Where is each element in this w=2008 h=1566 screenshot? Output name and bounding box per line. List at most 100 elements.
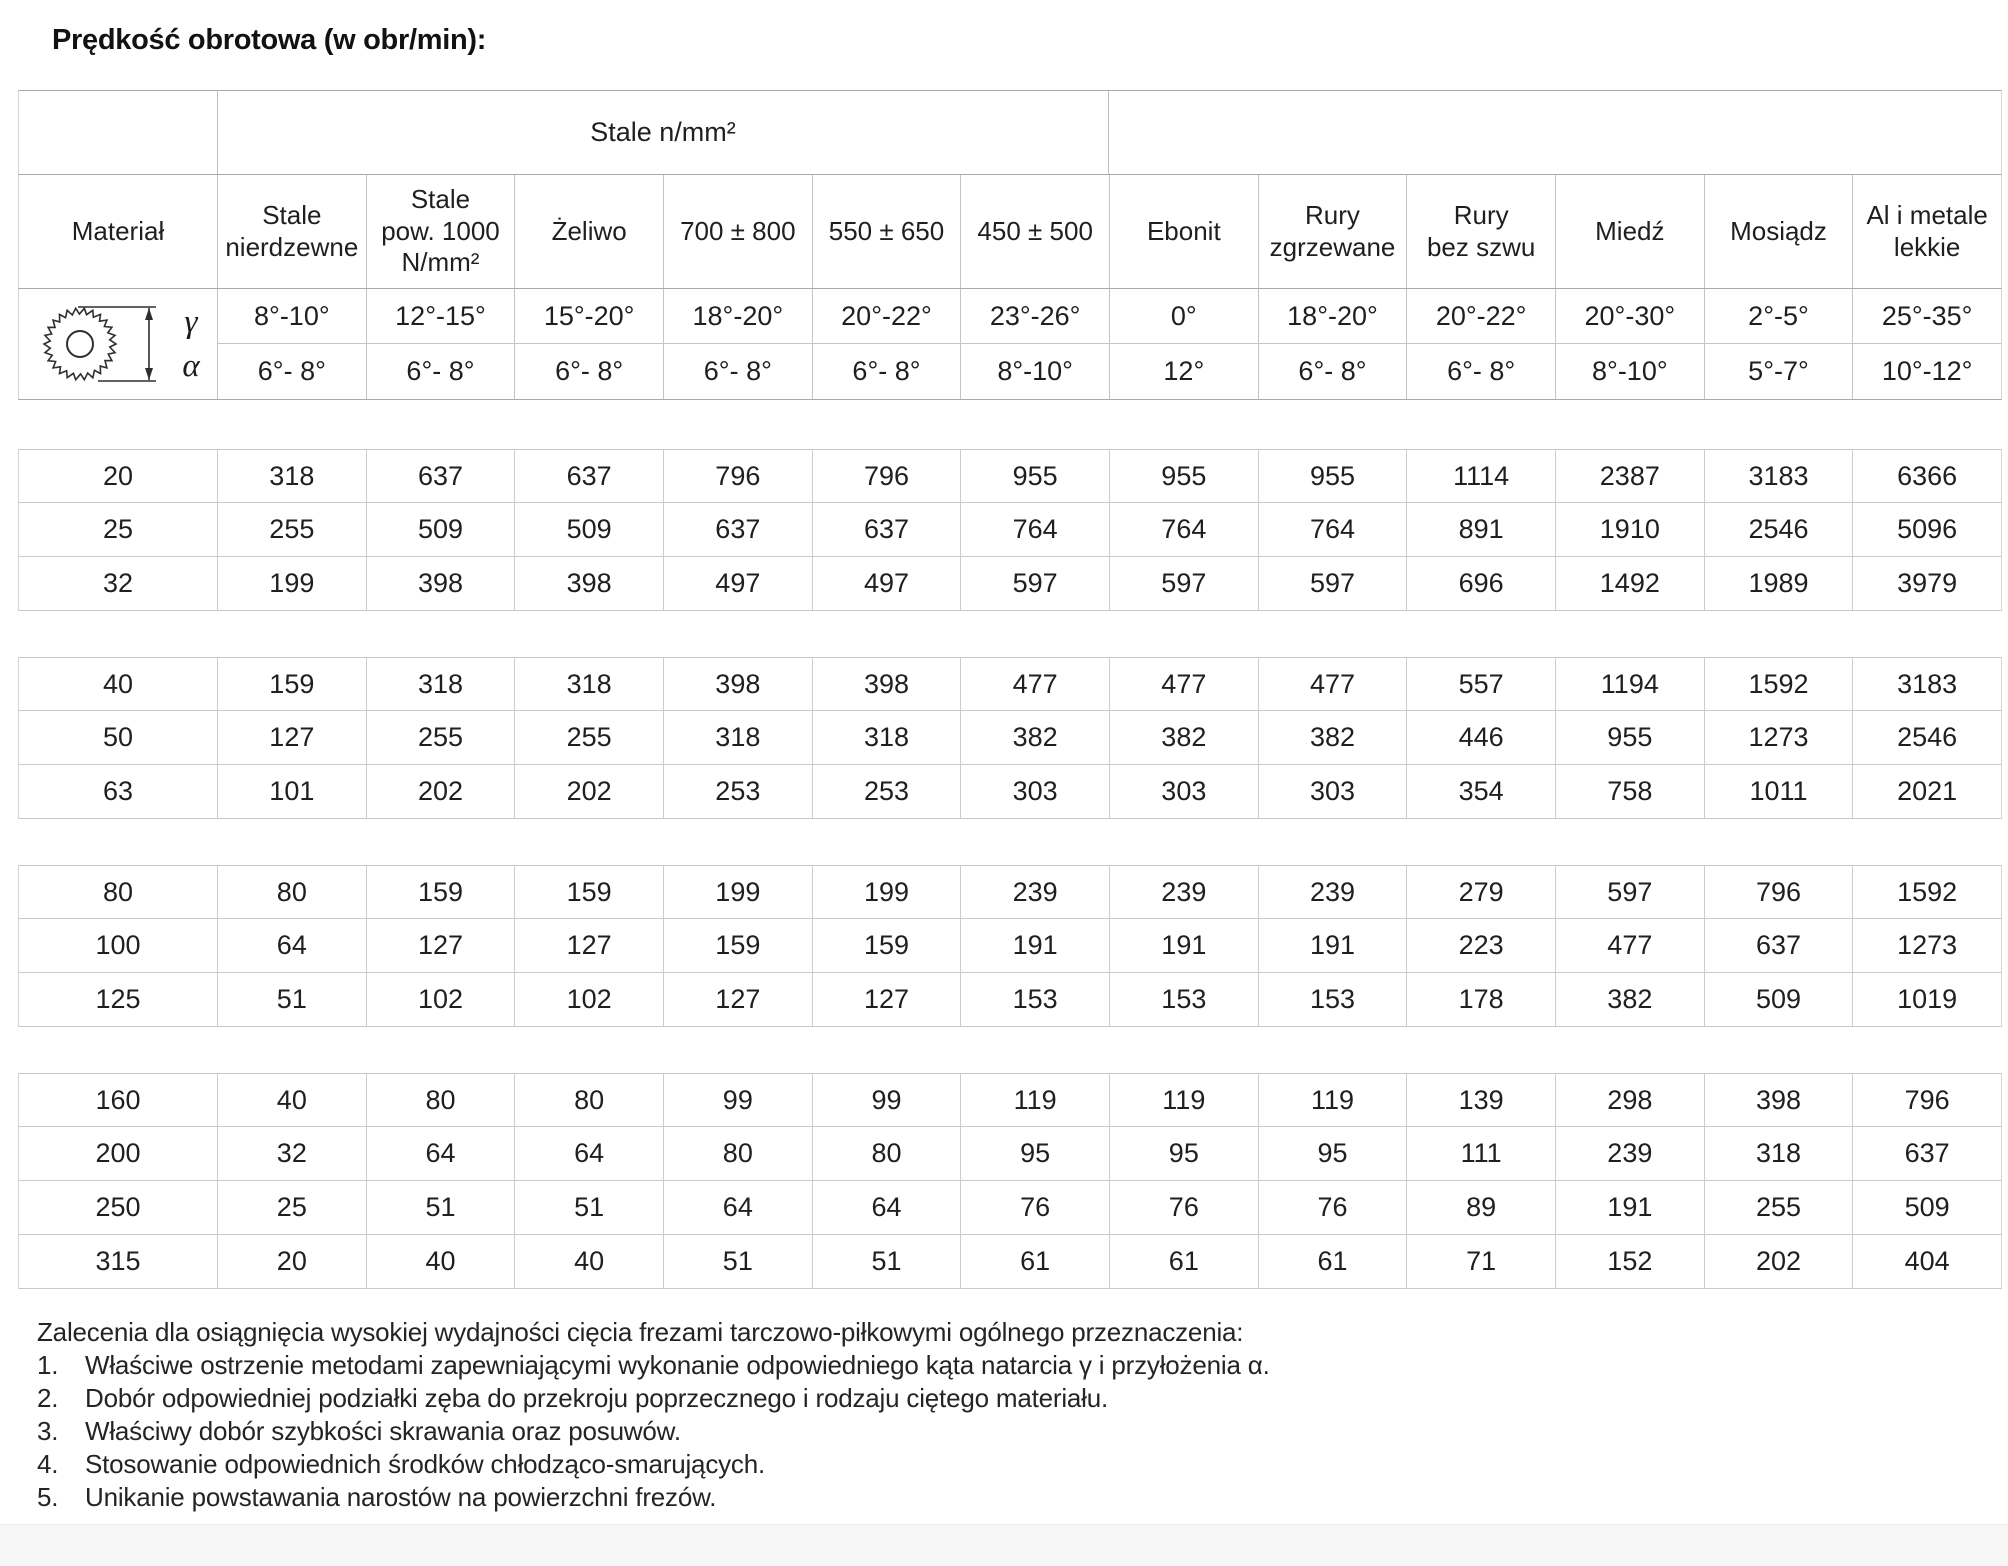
value-cell: 796: [1703, 866, 1853, 918]
data-group-3: 80 80 159 159 199 199 239 239 239 279 597 796 1592 10…: [18, 865, 2002, 1027]
alpha-symbol: α: [182, 348, 200, 384]
value-cell: 1492: [1555, 557, 1704, 610]
value-cell: 253: [811, 765, 961, 818]
value-cell: 597: [1555, 866, 1704, 918]
table-row: 40 159 318 318 398 398 477 477 477 557 1194 1592 318…: [18, 657, 2002, 711]
value-cell: 318: [663, 711, 812, 764]
value-cell: 2546: [1852, 711, 2001, 764]
row-label: 32: [102, 568, 134, 599]
value-cell: 764: [960, 503, 1109, 556]
value-cell: 5096: [1852, 503, 2001, 556]
value-cell: 239: [960, 866, 1109, 918]
value-cell: 1910: [1555, 503, 1704, 556]
item-number: 1.: [37, 1350, 59, 1380]
value-cell: 51: [217, 973, 366, 1026]
value-cell: 255: [514, 711, 663, 764]
column-header-11: Mosiądz: [1703, 175, 1853, 288]
row-label: 200: [95, 1138, 141, 1169]
value-cell: 318: [1703, 1127, 1853, 1180]
value-cell: 64: [514, 1127, 663, 1180]
row-label: 25: [102, 514, 134, 545]
value-cell: 191: [960, 919, 1109, 972]
value-cell: 382: [1109, 711, 1258, 764]
column-header-2: Stale pow. 1000 N/mm²: [365, 175, 515, 288]
value-cell: 955: [1555, 711, 1704, 764]
value-cell: 40: [217, 1074, 366, 1126]
value-cell: 253: [663, 765, 812, 818]
value-cell: 20: [217, 1235, 366, 1288]
value-cell: 303: [1109, 765, 1258, 818]
item-text: Właściwy dobór szybkości skrawania oraz …: [85, 1416, 681, 1446]
value-cell: 255: [217, 503, 366, 556]
column-header-row: Materiał Stale nierdzewne Stale pow. 1000 …: [18, 175, 2002, 289]
value-cell: 191: [1109, 919, 1258, 972]
rotation-speed-table: Stale n/mm² Materiał Stale nierdzewne Stal…: [18, 90, 2002, 1289]
recommendation-item: 1. Właściwe ostrzenie metodami zapewniają…: [37, 1349, 1270, 1382]
column-header-5: 550 ± 650: [811, 175, 961, 288]
value-cell: 127: [365, 919, 515, 972]
alpha-angle-cell: 10°-12°: [1852, 344, 2001, 399]
value-cell: 796: [663, 450, 812, 502]
data-group-2: 40 159 318 318 398 398 477 477 477 557 1194 1592 318…: [18, 657, 2002, 819]
value-cell: 764: [1109, 503, 1258, 556]
saw-blade-diameter-icon: [42, 306, 157, 382]
value-cell: 64: [217, 919, 366, 972]
column-header-10: Miedź: [1555, 175, 1704, 288]
value-cell: 159: [663, 919, 812, 972]
gamma-symbol: γ: [184, 304, 198, 340]
value-cell: 202: [1703, 1235, 1853, 1288]
value-cell: 199: [663, 866, 812, 918]
value-cell: 76: [960, 1181, 1109, 1234]
alpha-angle-cell: 6°- 8°: [1257, 344, 1407, 399]
value-cell: 51: [514, 1181, 663, 1234]
table-row: 50 127 255 255 318 318 382 382 382 446 955 1273 2546: [18, 711, 2002, 765]
value-cell: 1273: [1852, 919, 2001, 972]
value-cell: 99: [663, 1074, 812, 1126]
angle-symbols: γ α: [182, 300, 199, 388]
value-cell: 1273: [1703, 711, 1853, 764]
value-cell: 80: [663, 1127, 812, 1180]
table-row: 100 64 127 127 159 159 191 191 191 223 477 637 1273: [18, 919, 2002, 973]
span-header-empty-right: [1109, 91, 2001, 174]
value-cell: 382: [960, 711, 1109, 764]
value-cell: 80: [365, 1074, 515, 1126]
recommendation-item: 5. Unikanie powstawania narostów na powie…: [37, 1481, 1270, 1514]
value-cell: 119: [1257, 1074, 1407, 1126]
value-cell: 318: [217, 450, 366, 502]
data-group-1: 20 318 637 637 796 796 955 955 955 1114 2387 3183 63…: [18, 449, 2002, 611]
material-icon-cell: γ α: [19, 289, 217, 399]
value-cell: 764: [1257, 503, 1407, 556]
value-cell: 159: [514, 866, 663, 918]
row-label: 125: [95, 984, 141, 1015]
value-cell: 1592: [1703, 658, 1853, 710]
value-cell: 1114: [1406, 450, 1555, 502]
gamma-angle-cell: 0°: [1109, 289, 1258, 344]
recommendations-list: 1. Właściwe ostrzenie metodami zapewniają…: [37, 1349, 1270, 1514]
value-cell: 955: [960, 450, 1109, 502]
span-header-empty-left: [19, 91, 217, 174]
value-cell: 95: [1109, 1127, 1258, 1180]
value-cell: 398: [1703, 1074, 1853, 1126]
value-cell: 303: [1257, 765, 1407, 818]
value-cell: 223: [1406, 919, 1555, 972]
recommendation-item: 3. Właściwy dobór szybkości skrawania ora…: [37, 1415, 1270, 1448]
table-row: 25 255 509 509 637 637 764 764 764 891 1910 2546 509…: [18, 503, 2002, 557]
gamma-angle-cell: 20°-30°: [1555, 289, 1704, 344]
value-cell: 111: [1406, 1127, 1555, 1180]
value-cell: 509: [1852, 1181, 2001, 1234]
item-number: 5.: [37, 1482, 59, 1512]
value-cell: 398: [663, 658, 812, 710]
value-cell: 80: [514, 1074, 663, 1126]
value-cell: 71: [1406, 1235, 1555, 1288]
item-number: 4.: [37, 1449, 59, 1479]
value-cell: 477: [960, 658, 1109, 710]
value-cell: 255: [365, 711, 515, 764]
column-header-9: Rury bez szwu: [1406, 175, 1555, 288]
value-cell: 497: [663, 557, 812, 610]
row-label: 250: [95, 1192, 141, 1223]
column-header-4: 700 ± 800: [663, 175, 812, 288]
gamma-angle-cell: 23°-26°: [960, 289, 1109, 344]
value-cell: 955: [1109, 450, 1258, 502]
value-cell: 398: [514, 557, 663, 610]
